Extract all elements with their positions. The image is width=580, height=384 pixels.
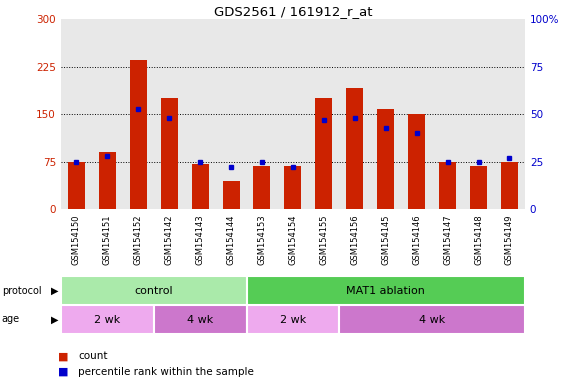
Text: GSM154143: GSM154143 [195, 215, 205, 265]
Bar [346, 88, 363, 209]
Text: 4 wk: 4 wk [419, 314, 445, 325]
Text: 4 wk: 4 wk [187, 314, 213, 325]
Text: ▶: ▶ [51, 286, 59, 296]
Bar [439, 162, 456, 209]
Text: GSM154145: GSM154145 [381, 215, 390, 265]
Bar [246, 276, 525, 305]
Bar [316, 98, 332, 209]
Text: GSM154149: GSM154149 [505, 215, 514, 265]
Bar [223, 181, 240, 209]
Bar [501, 162, 518, 209]
Bar [130, 60, 147, 209]
Bar [377, 109, 394, 209]
Text: 2 wk: 2 wk [94, 314, 121, 325]
Text: percentile rank within the sample: percentile rank within the sample [78, 367, 254, 377]
Text: GSM154152: GSM154152 [134, 215, 143, 265]
Bar [61, 276, 246, 305]
Text: GSM154154: GSM154154 [288, 215, 298, 265]
Text: GSM154151: GSM154151 [103, 215, 112, 265]
Text: GSM154153: GSM154153 [258, 215, 266, 265]
Text: control: control [135, 286, 173, 296]
Text: protocol: protocol [2, 286, 41, 296]
Bar [68, 162, 85, 209]
Text: 2 wk: 2 wk [280, 314, 306, 325]
Text: GSM154146: GSM154146 [412, 215, 421, 265]
Text: GSM154155: GSM154155 [320, 215, 328, 265]
Bar [246, 305, 339, 334]
Bar [154, 305, 246, 334]
Text: MAT1 ablation: MAT1 ablation [346, 286, 425, 296]
Bar [284, 166, 302, 209]
Text: GSM154144: GSM154144 [227, 215, 235, 265]
Bar [61, 305, 154, 334]
Text: GSM154142: GSM154142 [165, 215, 173, 265]
Bar [470, 166, 487, 209]
Text: age: age [2, 314, 20, 324]
Text: GSM154150: GSM154150 [72, 215, 81, 265]
Bar [339, 305, 525, 334]
Text: GSM154156: GSM154156 [350, 215, 359, 265]
Text: ▶: ▶ [51, 314, 59, 324]
Text: ■: ■ [58, 367, 68, 377]
Text: ■: ■ [58, 351, 68, 361]
Title: GDS2561 / 161912_r_at: GDS2561 / 161912_r_at [213, 5, 372, 18]
Bar [253, 166, 270, 209]
Text: count: count [78, 351, 108, 361]
Bar [408, 114, 425, 209]
Bar [161, 98, 177, 209]
Text: GSM154148: GSM154148 [474, 215, 483, 265]
Text: GSM154147: GSM154147 [443, 215, 452, 265]
Bar [99, 152, 116, 209]
Bar [191, 164, 209, 209]
